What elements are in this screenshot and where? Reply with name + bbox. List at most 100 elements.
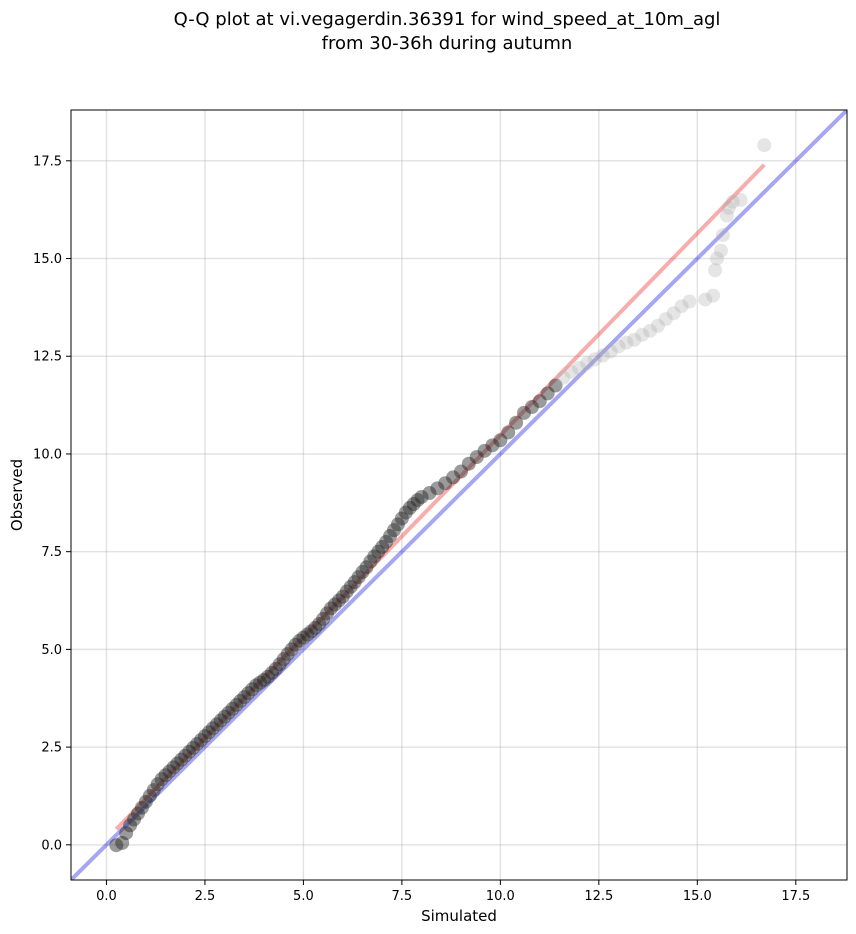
data-point xyxy=(643,323,658,338)
data-point xyxy=(387,523,402,538)
grid-lines xyxy=(71,110,847,880)
data-point xyxy=(635,327,650,342)
data-point xyxy=(363,554,378,569)
y-tick-label: 7.5 xyxy=(41,545,62,560)
data-point xyxy=(241,686,256,701)
y-tick-label: 12.5 xyxy=(33,350,62,365)
data-point xyxy=(284,642,299,657)
data-point xyxy=(485,438,500,453)
data-point xyxy=(174,752,189,767)
y-tick-label: 0.0 xyxy=(41,838,62,853)
data-point xyxy=(253,675,268,690)
data-point xyxy=(469,450,484,465)
data-point xyxy=(335,589,350,604)
data-point xyxy=(296,630,311,645)
data-point xyxy=(493,433,508,448)
data-point xyxy=(119,826,134,841)
data-point xyxy=(721,200,736,215)
data-point xyxy=(115,835,130,850)
data-point xyxy=(698,292,713,307)
data-point xyxy=(666,306,681,321)
data-point xyxy=(245,682,260,697)
y-axis-label: Observed xyxy=(8,459,26,531)
chart-title-line2: from 30-36h during autumn xyxy=(322,33,573,54)
data-point xyxy=(375,539,390,554)
data-point xyxy=(343,579,358,594)
data-point xyxy=(316,611,331,626)
x-tick-label: 0.0 xyxy=(96,889,117,904)
data-point xyxy=(532,394,547,409)
data-point xyxy=(264,665,279,680)
data-point xyxy=(556,370,571,385)
data-point xyxy=(260,669,275,684)
data-point xyxy=(197,729,212,744)
data-point xyxy=(398,505,413,520)
y-tick-label: 17.5 xyxy=(33,154,62,169)
data-point xyxy=(323,601,338,616)
data-point xyxy=(713,243,728,258)
data-point xyxy=(725,194,740,209)
data-point xyxy=(178,748,193,763)
data-point xyxy=(166,760,181,775)
data-point xyxy=(276,652,291,667)
data-point xyxy=(221,705,236,720)
y-axis-ticks: 0.0 2.5 5.0 7.5 10.0 12.5 15.0 17.5 xyxy=(33,154,71,853)
data-point xyxy=(453,464,468,479)
chart-title-line1: Q-Q plot at vi.vegagerdin.36391 for wind… xyxy=(174,9,721,30)
data-point xyxy=(371,544,386,559)
x-axis-ticks: 0.0 2.5 5.0 7.5 10.0 12.5 15.0 17.5 xyxy=(96,880,810,904)
data-point xyxy=(355,565,370,579)
x-tick-label: 12.5 xyxy=(584,889,613,904)
data-point xyxy=(402,500,417,515)
data-point xyxy=(446,470,461,485)
x-tick-label: 5.0 xyxy=(293,889,314,904)
data-point xyxy=(461,456,476,471)
data-point xyxy=(272,657,287,672)
data-point xyxy=(383,529,398,544)
data-point xyxy=(312,616,327,631)
plot-frame xyxy=(70,109,848,881)
data-point xyxy=(257,672,272,687)
plot-area xyxy=(71,110,847,880)
data-point xyxy=(414,489,429,504)
data-point xyxy=(280,647,295,662)
data-point xyxy=(347,575,362,590)
data-point xyxy=(308,620,323,635)
data-point xyxy=(710,251,725,266)
data-point xyxy=(217,709,232,724)
data-point xyxy=(229,697,244,712)
y-tick-label: 15.0 xyxy=(33,252,62,267)
data-point xyxy=(300,627,315,642)
data-point xyxy=(304,624,319,639)
x-tick-label: 7.5 xyxy=(392,889,413,904)
data-point xyxy=(268,661,283,676)
data-point xyxy=(501,425,516,440)
data-point xyxy=(225,701,240,716)
data-point xyxy=(674,299,689,314)
data-point xyxy=(130,806,145,821)
data-point xyxy=(186,740,201,755)
data-point xyxy=(162,764,177,779)
data-point xyxy=(150,777,165,792)
data-point xyxy=(682,294,697,309)
data-point xyxy=(719,208,734,223)
data-point xyxy=(158,768,173,783)
data-point xyxy=(572,360,587,375)
data-point xyxy=(548,378,563,393)
data-point xyxy=(627,332,642,347)
data-point xyxy=(213,713,228,728)
x-tick-label: 15.0 xyxy=(683,889,712,904)
data-point xyxy=(205,721,220,736)
data-point xyxy=(394,511,409,526)
identity-line xyxy=(71,110,847,880)
y-tick-label: 5.0 xyxy=(41,643,62,658)
data-point xyxy=(288,637,303,652)
data-point xyxy=(127,812,142,827)
x-tick-label: 17.5 xyxy=(781,889,810,904)
data-point xyxy=(438,476,453,491)
x-tick-label: 2.5 xyxy=(195,889,216,904)
data-point xyxy=(611,339,626,354)
data-point xyxy=(706,288,721,303)
data-point xyxy=(516,405,531,420)
